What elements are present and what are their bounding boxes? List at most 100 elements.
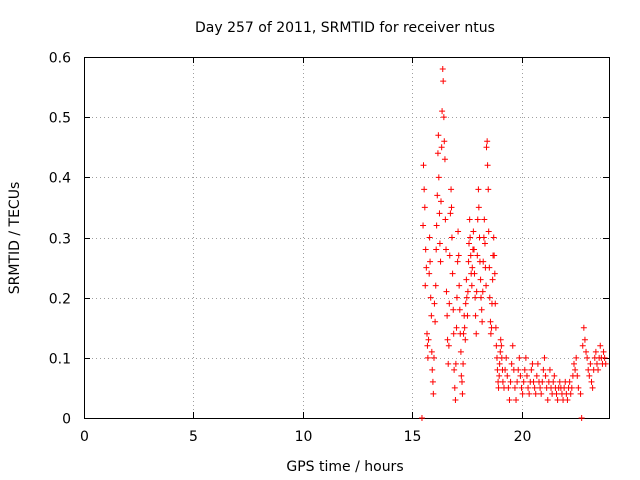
y-tick-label: 0.6 <box>49 51 71 67</box>
data-point <box>577 390 584 397</box>
data-point <box>450 330 457 337</box>
data-point <box>447 210 454 217</box>
data-point <box>497 336 504 343</box>
data-point <box>585 366 592 373</box>
data-point <box>441 156 448 163</box>
data-point <box>523 372 530 379</box>
y-tick-label: 0.2 <box>49 292 71 308</box>
data-point <box>436 240 443 247</box>
data-point <box>483 144 490 151</box>
data-point <box>490 234 497 241</box>
data-point <box>556 378 563 385</box>
data-point <box>458 372 465 379</box>
data-point <box>496 360 503 367</box>
data-point <box>468 282 475 289</box>
data-point <box>454 258 461 265</box>
data-point <box>445 360 452 367</box>
data-point <box>583 348 590 355</box>
data-point <box>430 390 437 397</box>
data-point <box>462 336 469 343</box>
data-point <box>426 234 433 241</box>
tick-labels: 0 0.1 0.2 0.3 0.4 0.5 0.6 0 5 10 15 20 <box>49 51 532 446</box>
data-point <box>481 240 488 247</box>
data-point <box>597 342 604 349</box>
data-point <box>467 234 474 241</box>
data-point <box>491 252 498 259</box>
data-point <box>475 204 482 211</box>
data-point <box>466 240 472 247</box>
data-point <box>489 276 496 283</box>
data-point <box>475 186 482 193</box>
data-point <box>435 174 442 181</box>
data-point <box>479 318 486 325</box>
data-point <box>522 354 529 361</box>
data-point <box>540 366 547 373</box>
data-point <box>528 366 535 373</box>
data-point <box>443 288 450 295</box>
data-point <box>471 270 478 277</box>
data-point <box>440 78 447 85</box>
data-point <box>478 294 485 301</box>
data-point <box>434 192 441 199</box>
data-point <box>472 294 479 301</box>
data-point <box>451 366 458 373</box>
data-point <box>425 336 432 343</box>
data-point <box>453 294 460 301</box>
data-point <box>525 384 532 391</box>
data-point <box>595 366 602 373</box>
data-point <box>485 186 492 193</box>
x-tick-label: 20 <box>514 429 532 445</box>
data-point <box>450 306 457 313</box>
data-point <box>478 306 485 313</box>
data-point <box>544 396 551 403</box>
data-point <box>428 348 435 355</box>
data-point <box>551 372 558 379</box>
data-point <box>539 378 546 385</box>
data-point <box>516 354 523 361</box>
data-point <box>429 366 436 373</box>
data-point <box>444 336 451 343</box>
data-point <box>441 138 448 145</box>
data-point <box>507 378 514 385</box>
data-point <box>601 354 608 361</box>
data-point <box>424 342 431 349</box>
data-point <box>571 360 577 367</box>
data-point <box>508 360 515 367</box>
data-point <box>492 300 499 307</box>
data-point <box>566 378 573 385</box>
data-point <box>564 396 571 403</box>
data-point <box>481 216 488 223</box>
data-point <box>446 252 453 259</box>
data-point <box>453 324 460 331</box>
data-point <box>505 384 512 391</box>
data-point <box>537 384 544 391</box>
data-point <box>586 372 593 379</box>
data-point <box>465 258 472 265</box>
data-point <box>579 342 586 349</box>
data-point <box>428 312 435 319</box>
data-point <box>584 354 591 361</box>
data-point <box>485 228 492 235</box>
data-point <box>588 378 595 385</box>
data-point <box>486 264 493 271</box>
data-point <box>499 378 506 385</box>
data-point <box>487 330 494 337</box>
data-point <box>433 222 440 229</box>
y-tick-label: 0.3 <box>49 232 71 248</box>
data-point <box>444 312 451 319</box>
data-point <box>422 246 429 253</box>
y-tick-label: 0.1 <box>49 352 71 368</box>
data-point <box>463 294 470 301</box>
data-point <box>519 390 526 397</box>
data-point <box>422 282 429 289</box>
y-tick-label: 0.5 <box>49 111 71 127</box>
data-point <box>421 204 428 211</box>
data-point <box>587 360 594 367</box>
data-point <box>445 342 452 349</box>
data-point <box>514 378 521 385</box>
data-point <box>533 372 540 379</box>
data-point <box>434 150 441 157</box>
x-tick-label: 15 <box>404 429 422 445</box>
